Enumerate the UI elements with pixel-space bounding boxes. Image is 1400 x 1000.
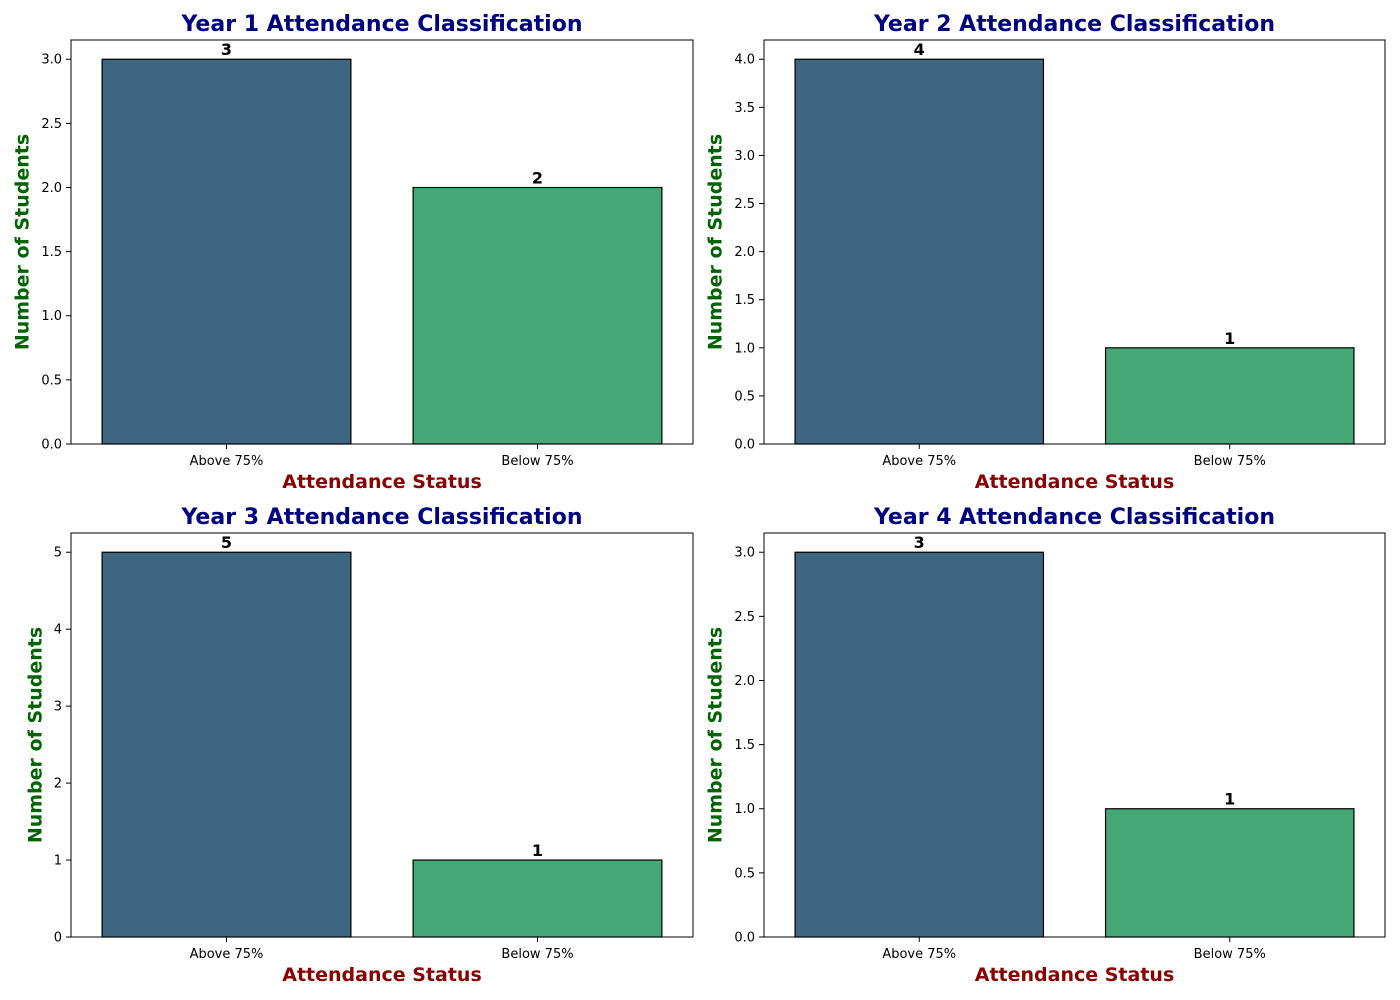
- y-tick-label: 3.0: [41, 53, 62, 68]
- y-tick-label: 0.0: [734, 931, 755, 946]
- axes-frame: [70, 532, 694, 938]
- chart-panel-1: 3 2 0.0 0.5 1.0 1.5 2.0 2.5 3.0 Above 75% Below 75…: [12, 12, 694, 493]
- chart-panel-2: 4 1 0.0 0.5 1.0 1.5 2.0 2.5 3.0 3.5 4.0 Above 75% Be…: [705, 12, 1386, 493]
- y-tick-label: 3: [54, 700, 62, 715]
- y-tick-label: 0.5: [734, 866, 755, 881]
- x-axis-label: Attendance Status: [975, 471, 1175, 493]
- y-tick-label: 3.5: [734, 101, 755, 116]
- y-tick-label: 2: [54, 777, 62, 792]
- axes-frame: [70, 39, 694, 445]
- bar-value-label: 3: [221, 40, 232, 59]
- bar-below-75: [1104, 808, 1355, 938]
- y-tick-label: 1.0: [41, 309, 62, 324]
- y-axis-label: Number of Students: [12, 134, 34, 350]
- y-axis-label: Number of Students: [705, 134, 727, 350]
- x-tick-label: Below 75%: [501, 454, 573, 469]
- y-tick-label: 2.5: [734, 610, 755, 625]
- axes-frame: [763, 39, 1386, 445]
- bar-below-75: [1104, 347, 1355, 445]
- bar-value-label: 3: [914, 533, 925, 552]
- y-tick-label: 5: [54, 546, 62, 561]
- x-axis-label: Attendance Status: [282, 471, 482, 493]
- axes-frame: [763, 532, 1386, 938]
- y-tick-label: 0.5: [41, 373, 62, 388]
- x-tick-label: Below 75%: [501, 947, 573, 962]
- x-axis-label: Attendance Status: [282, 964, 482, 986]
- chart-title: Year 1 Attendance Classification: [181, 12, 583, 37]
- bar-above-75: [101, 58, 352, 445]
- x-tick-label: Above 75%: [190, 947, 264, 962]
- bar-above-75: [794, 58, 1045, 445]
- bar-value-label: 5: [221, 533, 232, 552]
- chart-title: Year 2 Attendance Classification: [873, 12, 1275, 37]
- x-tick-label: Below 75%: [1194, 454, 1266, 469]
- chart-panel-4: 3 1 0.0 0.5 1.0 1.5 2.0 2.5 3.0 Above 75% Below 75…: [705, 505, 1386, 986]
- y-tick-label: 1.5: [734, 738, 755, 753]
- x-tick-label: Below 75%: [1194, 947, 1266, 962]
- y-tick-label: 2.5: [734, 197, 755, 212]
- y-tick-label: 2.5: [41, 117, 62, 132]
- chart-title: Year 3 Attendance Classification: [181, 505, 583, 530]
- y-tick-label: 1.0: [734, 802, 755, 817]
- y-tick-label: 2.0: [734, 674, 755, 689]
- y-tick-label: 3.0: [734, 149, 755, 164]
- bar-above-75: [101, 551, 352, 938]
- x-tick-label: Above 75%: [882, 454, 956, 469]
- y-tick-label: 1.0: [734, 341, 755, 356]
- bar-below-75: [412, 859, 663, 938]
- y-axis-label: Number of Students: [25, 627, 47, 843]
- bar-value-label: 4: [914, 40, 925, 59]
- y-tick-label: 0.0: [41, 438, 62, 453]
- y-tick-label: 0: [54, 931, 62, 946]
- y-tick-label: 1.5: [41, 245, 62, 260]
- y-tick-label: 4.0: [734, 53, 755, 68]
- bar-value-label: 2: [532, 168, 543, 187]
- x-tick-label: Above 75%: [882, 947, 956, 962]
- bar-value-label: 1: [1224, 790, 1235, 809]
- x-tick-label: Above 75%: [190, 454, 264, 469]
- chart-panel-3: 5 1 0 1 2 3 4 5 Above 75% Below 75% Year 3 Attenda…: [25, 505, 694, 986]
- y-axis-label: Number of Students: [705, 627, 727, 843]
- y-tick-label: 3.0: [734, 546, 755, 561]
- bar-below-75: [412, 186, 663, 445]
- y-tick-label: 0.5: [734, 389, 755, 404]
- x-axis-label: Attendance Status: [975, 964, 1175, 986]
- y-tick-label: 2.0: [41, 181, 62, 196]
- bar-above-75: [794, 551, 1045, 938]
- bar-value-label: 1: [1224, 329, 1235, 348]
- y-tick-label: 4: [54, 623, 62, 638]
- chart-title: Year 4 Attendance Classification: [873, 505, 1275, 530]
- bar-value-label: 1: [532, 841, 543, 860]
- y-tick-label: 0.0: [734, 438, 755, 453]
- y-tick-label: 1: [54, 854, 62, 869]
- y-tick-label: 2.0: [734, 245, 755, 260]
- y-tick-label: 1.5: [734, 293, 755, 308]
